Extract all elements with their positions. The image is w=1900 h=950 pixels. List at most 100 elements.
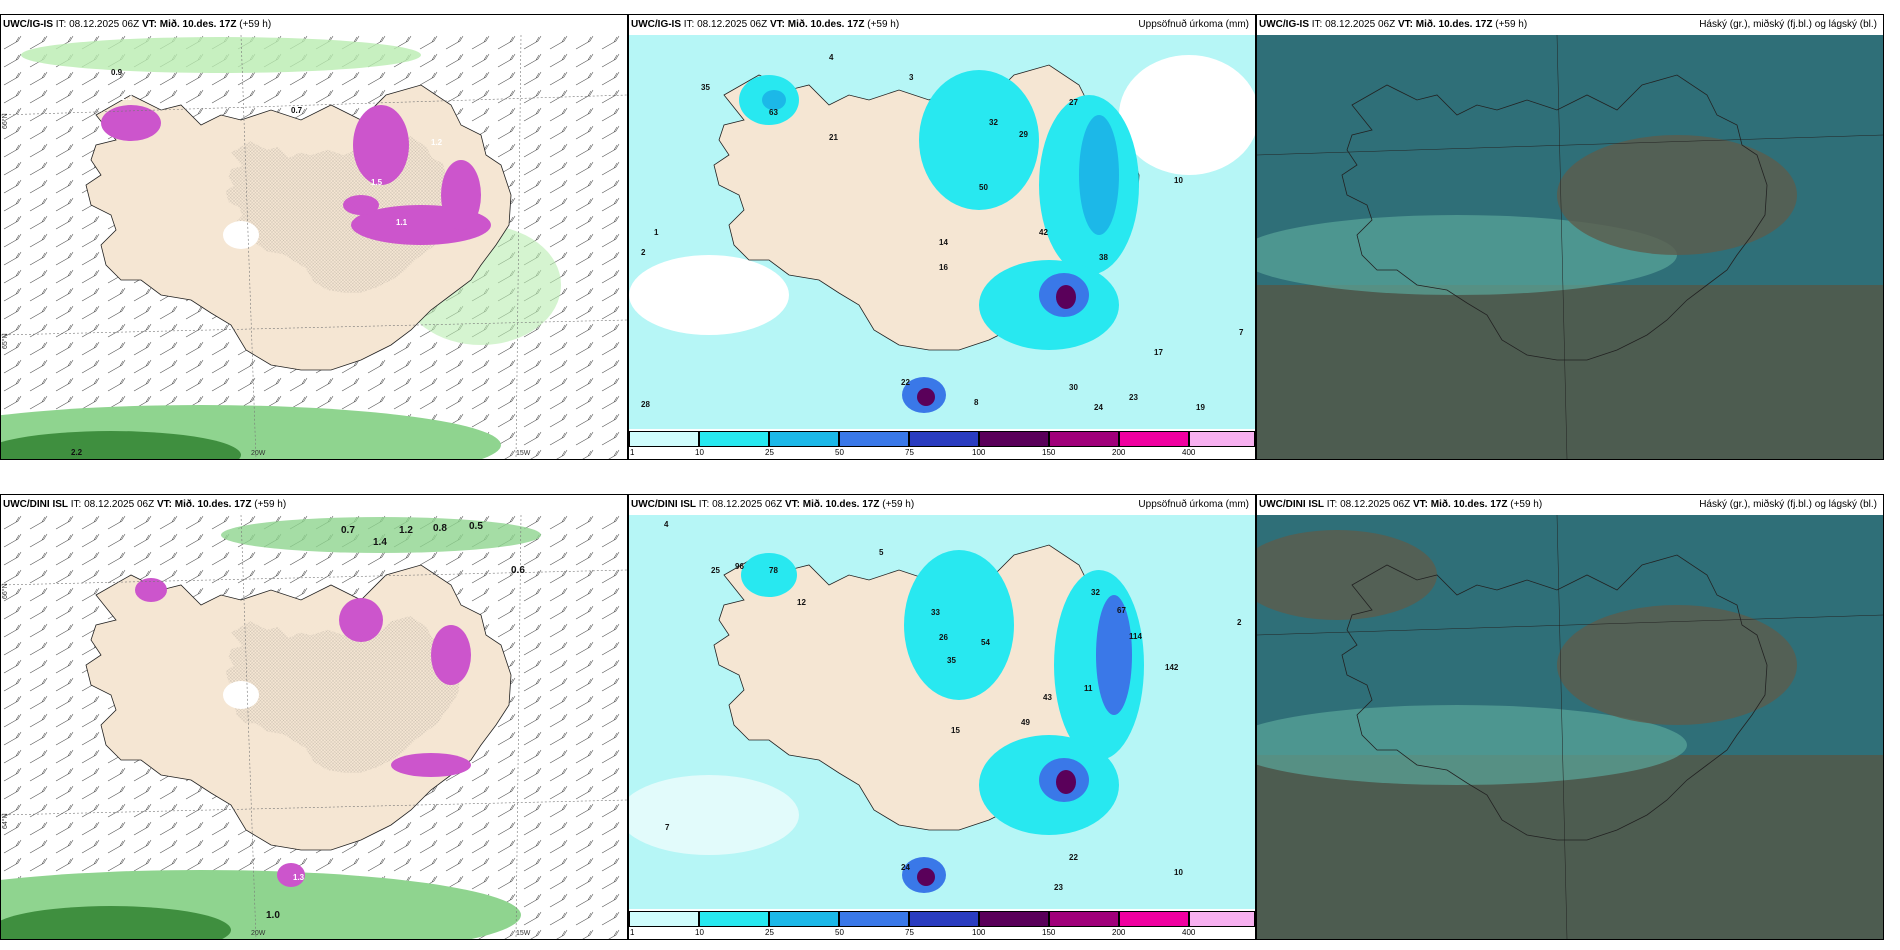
colorbar-label: 200 (1112, 448, 1126, 457)
panel-precip-bottom: UWC/DINI ISL IT: 08.12.2025 06Z VT: Mið.… (628, 494, 1256, 940)
map-wind-snow: 66°N 64°N 20W 15W 0.7 1.4 1.2 0.8 0.5 0.… (1, 515, 627, 939)
colorbar-label: 50 (835, 448, 844, 457)
lat-label-66: 66°N (1, 583, 9, 599)
field-title: Háský (gr.), miðský (fj.bl.) og lágský (… (1699, 499, 1877, 510)
colorbar-swatch-5 (909, 431, 979, 447)
colorbar-label: 150 (1042, 928, 1056, 937)
value-label: 0.7 (341, 525, 355, 536)
value-label: 4 (664, 520, 669, 529)
precip-max (917, 388, 935, 406)
value-label: 12 (797, 598, 806, 607)
colorbar-swatch-1 (629, 911, 699, 927)
snow-band-north (221, 517, 541, 553)
precip-nw (135, 578, 167, 602)
value-label: 1.2 (399, 525, 413, 536)
cloud-mid-band (1257, 215, 1677, 295)
meridian-20w (240, 515, 257, 939)
colorbar-label: 200 (1112, 928, 1126, 937)
cloud-mid-band (1257, 705, 1687, 785)
colorbar-label: 400 (1182, 448, 1196, 457)
glacier-vatna (223, 221, 259, 249)
value-label: 0.7 (291, 106, 303, 115)
precip-max (1056, 285, 1076, 309)
value-label: 5 (879, 548, 884, 557)
value-label: 7 (665, 823, 670, 832)
colorbar-swatch-1 (629, 431, 699, 447)
value-label: 22 (1069, 853, 1078, 862)
colorbar-swatch-3 (769, 431, 839, 447)
lon-label-20: 20W (251, 450, 266, 457)
colorbar-label: 10 (695, 928, 704, 937)
value-label: 23 (1054, 883, 1063, 892)
precip-e (391, 753, 471, 777)
panel-header: UWC/IG-IS IT: 08.12.2025 06Z VT: Mið. 10… (629, 15, 1255, 35)
colorbar-label: 1 (630, 448, 635, 457)
it-label: IT: (698, 499, 710, 510)
value-label: 54 (981, 638, 990, 647)
snow-band-south-dark (1, 431, 241, 459)
value-label: 27 (1069, 98, 1078, 107)
panel-header: UWC/DINI ISL IT: 08.12.2025 06Z VT: Mið.… (629, 495, 1255, 515)
it-label: IT: (1326, 499, 1338, 510)
model-name: UWC/IG-IS (631, 19, 681, 30)
vt-value: Mið. 10.des. 17Z (159, 19, 237, 30)
precip-zone (1096, 595, 1132, 715)
value-label: 114 (1129, 632, 1142, 641)
value-label: 7 (1239, 328, 1244, 337)
value-label: 20 (769, 428, 778, 429)
value-label: 96 (735, 562, 744, 571)
value-label: 0.6 (511, 565, 525, 576)
colorbar-swatch-8 (1119, 431, 1189, 447)
value-label: 32 (1091, 588, 1100, 597)
lead-time: (+59 h) (1510, 499, 1543, 510)
value-label: 29 (1019, 130, 1028, 139)
vt-value: Mið. 10.des. 17Z (802, 499, 880, 510)
vt-label: VT: (1397, 19, 1413, 30)
value-label: 23 (1129, 393, 1138, 402)
it-label: IT: (1311, 19, 1323, 30)
colorbar-label: 1 (630, 928, 635, 937)
field-title: Uppsöfnuð úrkoma (mm) (1138, 499, 1249, 510)
colorbar-label: 10 (695, 448, 704, 457)
it-label: IT: (683, 19, 695, 30)
precip-ne (339, 598, 383, 642)
map-clouds (1257, 35, 1883, 459)
colorbar-label: 150 (1042, 448, 1056, 457)
value-label: 3 (909, 73, 914, 82)
cloud-high-band (1557, 605, 1797, 725)
value-label: 35 (701, 83, 710, 92)
lead-time: (+59 h) (882, 499, 915, 510)
lon-label-20: 20W (251, 930, 266, 937)
value-label: 1.0 (266, 910, 280, 921)
cloud-low-south (1257, 755, 1883, 939)
lead-time: (+59 h) (254, 499, 287, 510)
cloud-low-south (1257, 285, 1883, 459)
colorbar-swatch-2 (699, 911, 769, 927)
dry-area-ne (1119, 55, 1255, 175)
value-label: 1.3 (121, 93, 133, 102)
panel-wind-snow-bottom: UWC/DINI ISL IT: 08.12.2025 06Z VT: Mið.… (0, 494, 628, 940)
grid-line (1257, 134, 1883, 156)
field-title: Uppsöfnuð úrkoma (mm) (1138, 19, 1249, 30)
value-label: 19 (1196, 403, 1205, 412)
lon-label-15: 15W (516, 450, 531, 457)
panel-header: UWC/IG-IS IT: 08.12.2025 06Z VT: Mið. 10… (1257, 15, 1883, 35)
precip-zone (904, 550, 1014, 700)
colorbar-label: 100 (972, 448, 986, 457)
it-label: IT: (70, 499, 82, 510)
vt-value: Mið. 10.des. 17Z (174, 499, 252, 510)
value-label: 15 (951, 726, 960, 735)
precip-s (277, 863, 305, 887)
colorbar-swatch-7 (1049, 911, 1119, 927)
value-label: 1.4 (373, 537, 387, 548)
grid-line (1257, 614, 1883, 636)
vt-value: Mið. 10.des. 17Z (1415, 19, 1493, 30)
value-label: 42 (1039, 228, 1048, 237)
value-label: 2 (1237, 618, 1242, 627)
vt-label: VT: (1412, 499, 1428, 510)
map-precip: 35 21 63 4 3 27 32 29 50 42 38 16 14 22 … (629, 35, 1255, 429)
value-label: 38 (1099, 253, 1108, 262)
vt-value: Mið. 10.des. 17Z (787, 19, 865, 30)
grid-line (1556, 35, 1568, 459)
colorbar-swatch-6 (979, 431, 1049, 447)
